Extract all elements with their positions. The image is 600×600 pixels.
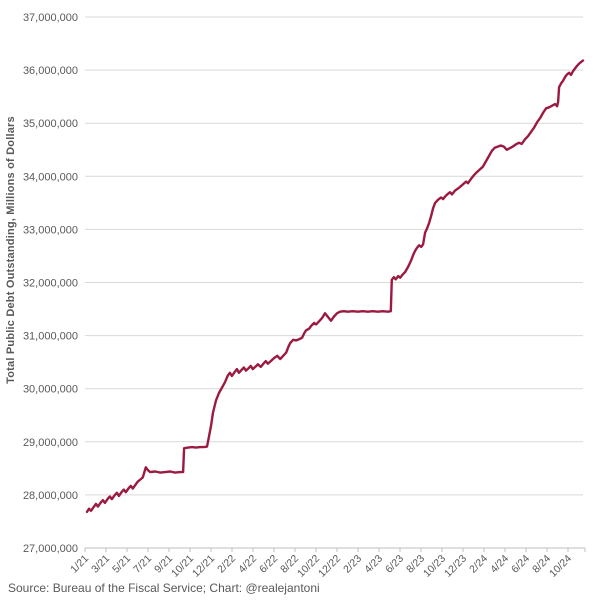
debt-line <box>85 59 585 514</box>
x-tick-label: 12/23 <box>442 553 469 580</box>
x-tick-label: 7/21 <box>131 553 154 576</box>
x-tick-label: 10/21 <box>169 553 196 580</box>
y-tick-label: 35,000,000 <box>23 118 78 130</box>
source-caption: Source: Bureau of the Fiscal Service; Ch… <box>8 581 320 595</box>
x-tick-label: 5/21 <box>110 553 133 576</box>
y-tick-label: 29,000,000 <box>23 437 78 449</box>
x-tick-label: 6/23 <box>383 553 406 576</box>
x-tick-label: 12/21 <box>190 553 217 580</box>
y-tick-label: 36,000,000 <box>23 65 78 77</box>
y-tick-label: 33,000,000 <box>23 224 78 236</box>
x-tick-label: 4/24 <box>488 553 511 576</box>
x-tick-label: 12/22 <box>316 553 343 580</box>
x-tick-label: 2/24 <box>467 553 490 576</box>
y-tick-label: 31,000,000 <box>23 331 78 343</box>
y-axis-title: Total Public Debt Outstanding, Millions … <box>5 116 17 384</box>
x-tick-label: 1/21 <box>68 553 91 576</box>
y-tick-label: 32,000,000 <box>23 278 78 290</box>
x-tick-label: 6/22 <box>257 553 280 576</box>
x-tick-label: 10/22 <box>295 553 322 580</box>
x-tick-label: 10/23 <box>421 553 448 580</box>
x-tick-label: 10/24 <box>547 553 574 580</box>
x-tick-label: 4/22 <box>236 553 259 576</box>
x-tick-label: 2/22 <box>215 553 238 576</box>
x-tick-label: 2/23 <box>341 553 364 576</box>
x-tick-label: 3/21 <box>89 553 112 576</box>
y-tick-label: 37,000,000 <box>23 12 78 24</box>
x-tick-label: 4/23 <box>362 553 385 576</box>
y-tick-label: 28,000,000 <box>23 490 78 502</box>
y-tick-label: 34,000,000 <box>23 171 78 183</box>
x-tick-label: 6/24 <box>509 553 532 576</box>
y-tick-label: 27,000,000 <box>23 543 78 555</box>
y-tick-label: 30,000,000 <box>23 384 78 396</box>
